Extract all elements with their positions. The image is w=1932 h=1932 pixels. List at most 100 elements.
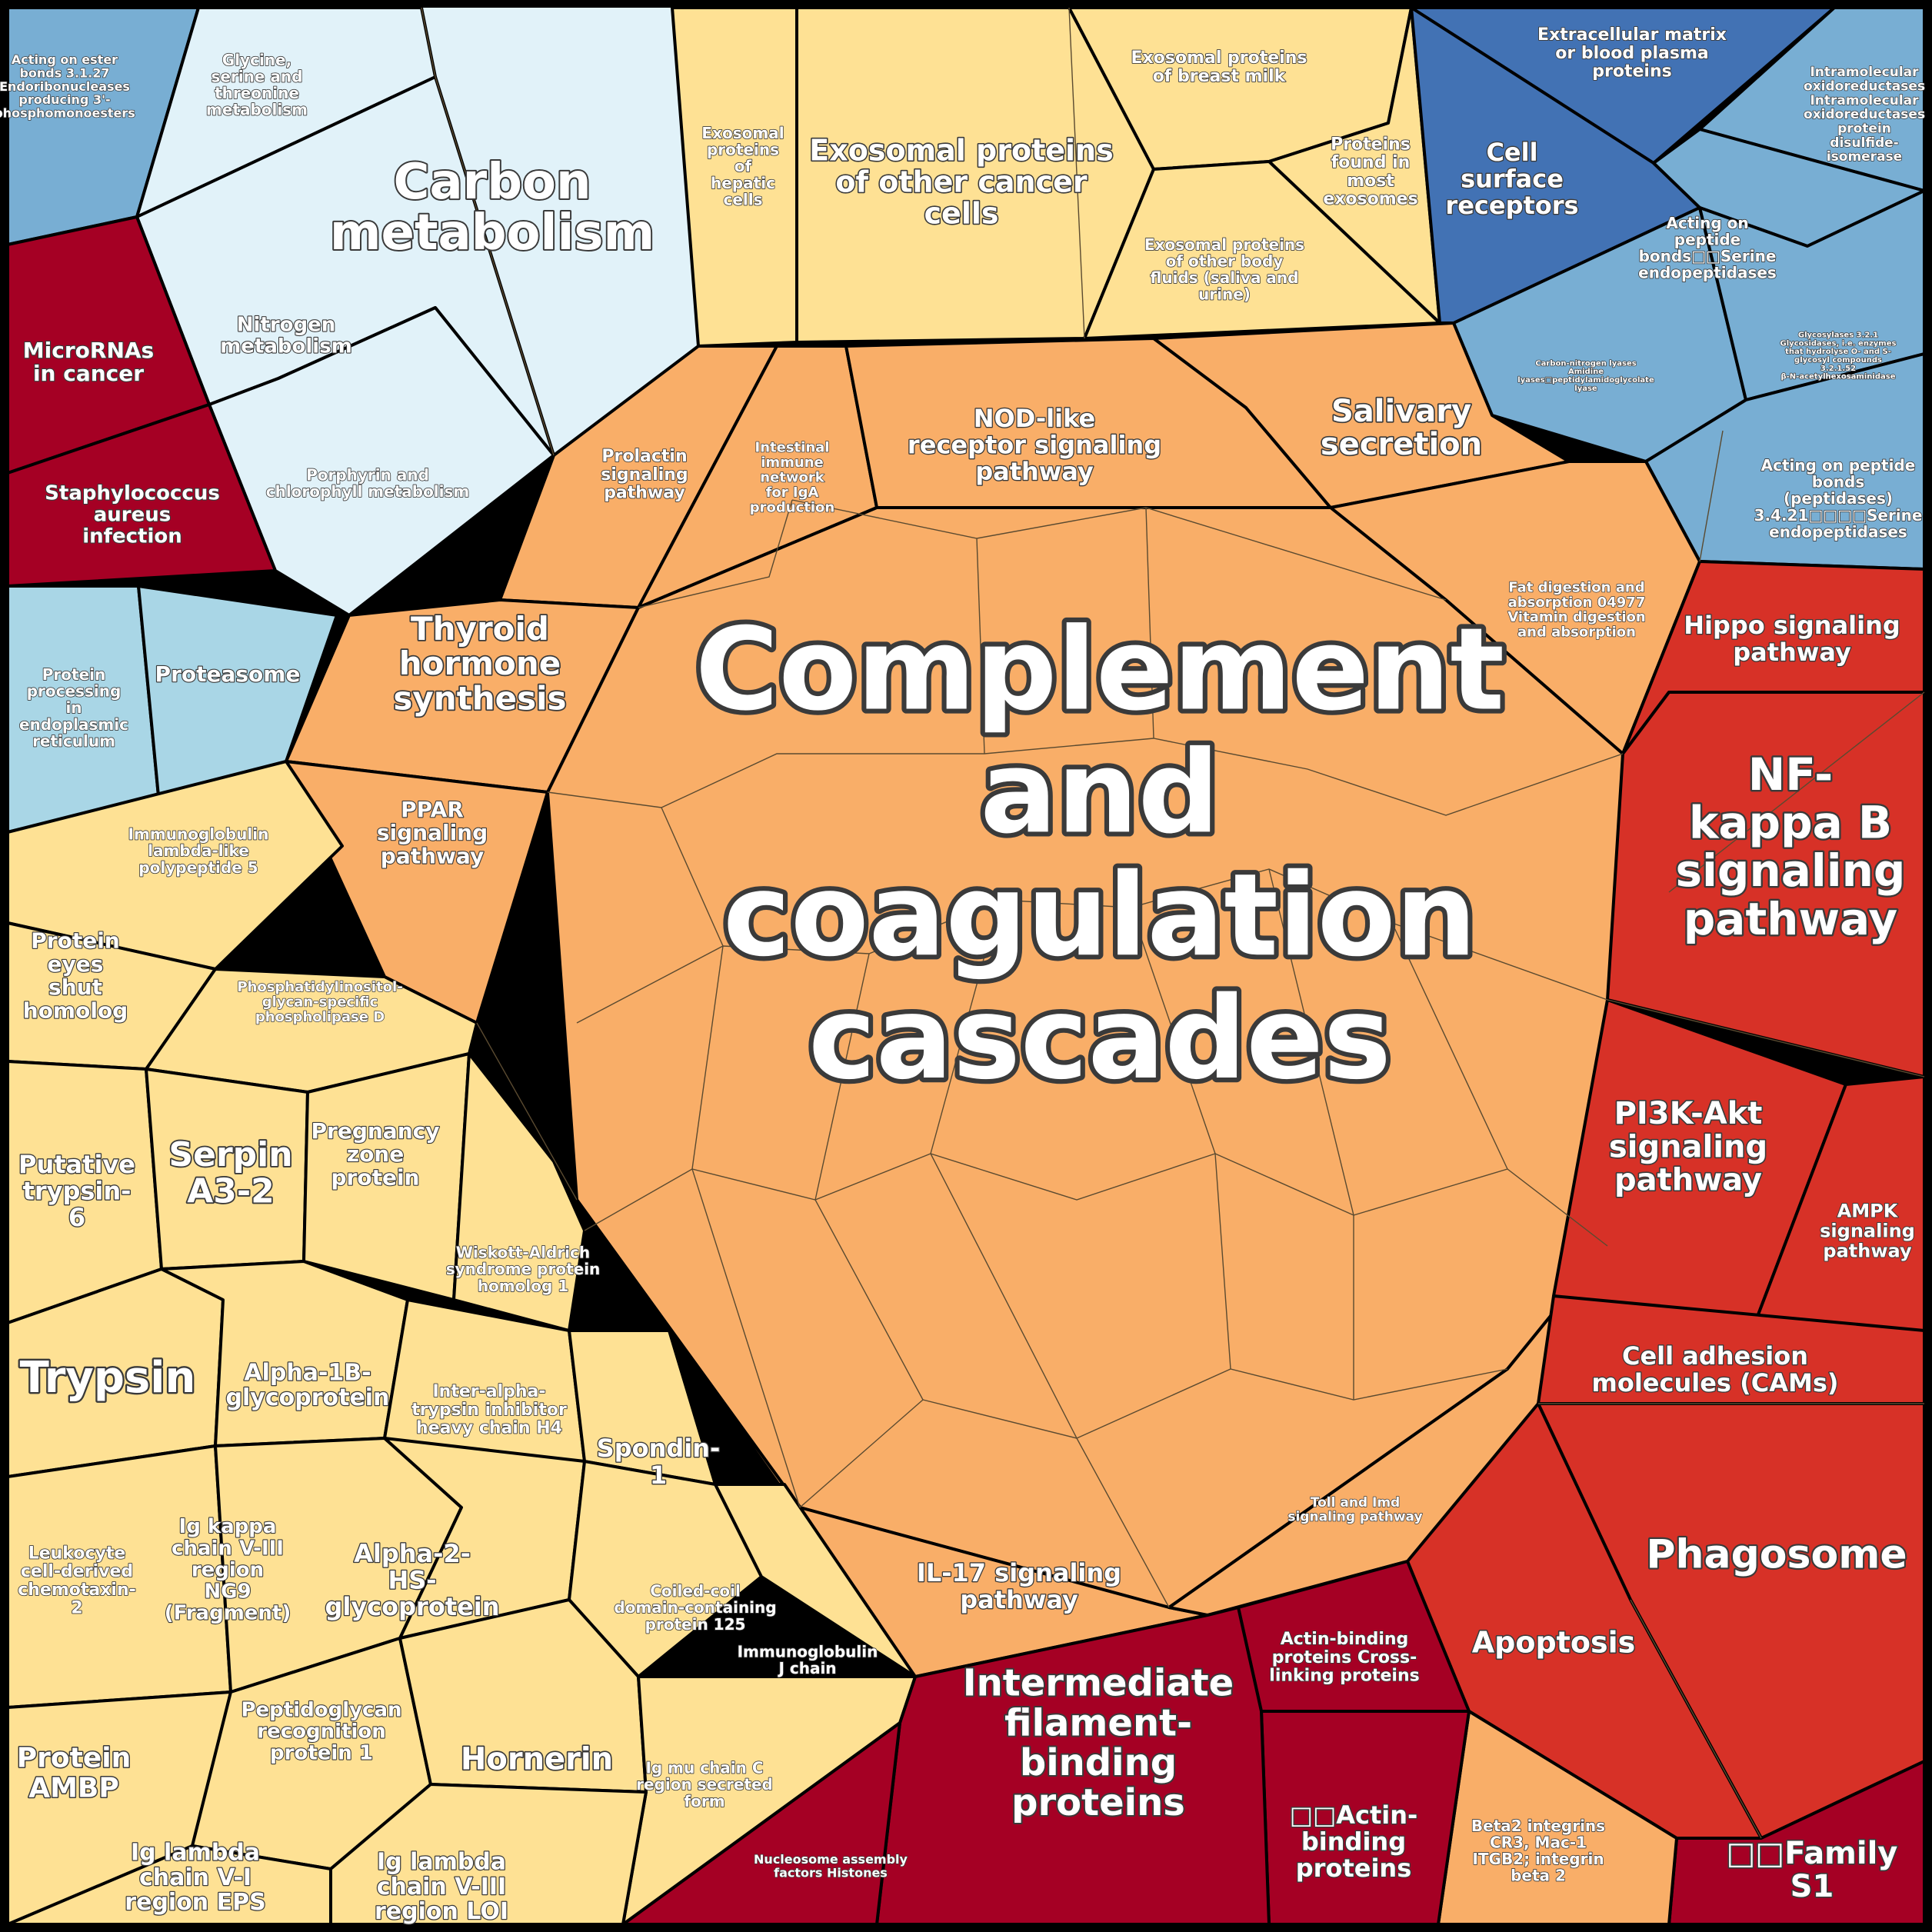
label-putative-trypsin: Putative trypsin-6 (18, 1150, 135, 1232)
label-exosomal-cancer: Exosomal proteins of other cancer cells (809, 134, 1113, 231)
label-line: bonds□□Serine (1639, 247, 1777, 265)
label-line: NF- (1748, 748, 1833, 801)
label-line: Inter-alpha- (432, 1382, 545, 1401)
label-line: HS- (388, 1566, 436, 1595)
label-line: pathway (1684, 893, 1897, 945)
label-phagosome: Phagosome (1646, 1532, 1907, 1578)
label-line: Proteins (1331, 135, 1411, 154)
label-line: Ig kappa (179, 1515, 277, 1538)
label-line: signaling (1676, 844, 1906, 897)
label-line: metabolism (206, 101, 308, 119)
label-line: Serpin (168, 1135, 292, 1174)
label-line: chain V-I (139, 1864, 251, 1891)
sub-cell-line (814, 953, 924, 1401)
label-line: MicroRNAs (23, 338, 154, 363)
label-line: Phagosome (1646, 1532, 1907, 1578)
label-line: binding (1301, 1827, 1406, 1857)
label-line: □□Actin- (1290, 1800, 1418, 1830)
label-line: chain V-III (377, 1874, 506, 1900)
label-ig-lambda-eps: Ig lambda chain V-I region EPS (125, 1839, 265, 1916)
cell-nfkb (1606, 691, 1926, 1078)
sub-cell-line (1068, 7, 1085, 339)
label-ig-lambda-loi: Ig lambda chain V-III region LOI (375, 1848, 508, 1925)
label-hornerin: Hornerin (461, 1741, 613, 1777)
label-proteasome: Proteasome (155, 661, 301, 687)
label-line: Intramolecular (1810, 93, 1919, 108)
label-line: protein 1 (270, 1741, 373, 1764)
label-line: fluids (saliva and (1151, 268, 1299, 287)
label-line: recognition (257, 1720, 385, 1743)
label-line: lyases□peptidylamidoglycolate (1517, 376, 1654, 385)
label-peptidases-3421: Acting on peptide bonds (peptidases) 3.4.21… (1754, 456, 1923, 541)
label-line: Complement (695, 604, 1504, 736)
label-intramolecular: Intramolecular oxidoreductases Intramolecu… (1804, 65, 1925, 165)
label-prolactin: Prolactin signaling pathway (601, 447, 688, 503)
label-line: Beta2 integrins (1471, 1817, 1605, 1835)
label-complement: Complement and coagulation cascades (695, 604, 1504, 1105)
sub-cell-line (1268, 868, 1354, 1400)
label-line: most (1347, 172, 1394, 191)
label-extracellular-matrix: Extracellular matrix or blood plasma prote… (1537, 25, 1727, 82)
label-line: Phosphatidylinositol- (237, 979, 402, 995)
label-line: 3.4.21□□□□Serine (1754, 506, 1923, 525)
label-line: in (65, 698, 82, 717)
label-line: bonds (1812, 473, 1865, 491)
sub-cell-line (976, 538, 985, 754)
label-line: production (750, 499, 834, 515)
label-line: Nucleosome assembly (754, 1852, 908, 1867)
label-line: PPAR (401, 797, 464, 822)
label-line: IL-17 signaling (917, 1558, 1121, 1587)
label-line: Cell (1486, 138, 1537, 167)
label-proteins-exosomes: Proteins found in most exosomes (1323, 135, 1417, 208)
label-line: Glycosidases, i.e. enzymes (1780, 339, 1897, 348)
cell-glycosylases (1698, 189, 1926, 401)
label-line: for IgA (766, 485, 819, 501)
label-beta2-integrins: Beta2 integrins CR3, Mac-1 ITGB2; integrin… (1471, 1817, 1605, 1885)
label-line: Ig mu chain C (645, 1759, 763, 1777)
cell-ig-mu (621, 1675, 917, 1926)
label-line: form (684, 1792, 724, 1810)
label-line: Protein (17, 1743, 131, 1774)
label-line: heavy chain H4 (416, 1419, 562, 1438)
label-line: NG9 (204, 1580, 251, 1603)
label-line: proteins (1592, 62, 1671, 82)
label-line: Trypsin (20, 1353, 196, 1403)
label-line: proteins (1296, 1854, 1411, 1883)
label-line: Glycosylases 3.2.1 (1798, 331, 1878, 340)
label-line: Apoptosis (1472, 1626, 1635, 1660)
label-line: Alpha-2- (354, 1539, 471, 1568)
label-nod-like: NOD-like receptor signaling pathway (908, 404, 1161, 486)
label-line: domain-containing (614, 1598, 776, 1617)
sub-cell-line (1668, 691, 1925, 893)
label-line: signaling (377, 820, 488, 845)
label-line: serine and (211, 67, 302, 85)
cell-coiled-coil (568, 1460, 763, 1678)
sub-cell-line (1145, 507, 1154, 739)
label-line: Hippo signaling (1684, 611, 1900, 640)
label-line: processing (27, 682, 122, 701)
label-line: Extracellular matrix (1537, 25, 1727, 45)
label-line: reticulum (32, 731, 115, 750)
label-fat-digestion: Fat digestion and absorption 04977 Vitamin… (1507, 579, 1645, 640)
label-line: Protein (31, 928, 119, 954)
label-line: Proteasome (155, 661, 301, 687)
label-line: Hornerin (461, 1741, 613, 1777)
label-line: signaling (1609, 1129, 1767, 1164)
cell-staph (6, 403, 277, 588)
label-line: pathway (975, 457, 1094, 486)
label-line: receptor signaling (908, 431, 1161, 460)
label-il17: IL-17 signaling pathway (917, 1558, 1121, 1614)
label-line: homolog (23, 998, 128, 1023)
label-line: Salivary (1331, 394, 1471, 429)
label-line: glycosyl compounds (1794, 356, 1882, 365)
label-line: glycoprotein (325, 1592, 499, 1621)
label-line: protein 125 (645, 1615, 746, 1634)
label-line: phospholipase D (255, 1009, 385, 1025)
label-line: filament- (1004, 1701, 1192, 1744)
label-line: NOD-like (974, 404, 1095, 433)
label-line: syndrome protein (446, 1260, 601, 1278)
cell-ig-lambda-loi (329, 1783, 648, 1926)
label-actin-crosslinking: Actin-binding proteins Cross-linking prot… (1269, 1630, 1419, 1686)
label-line: aureus (94, 503, 172, 526)
